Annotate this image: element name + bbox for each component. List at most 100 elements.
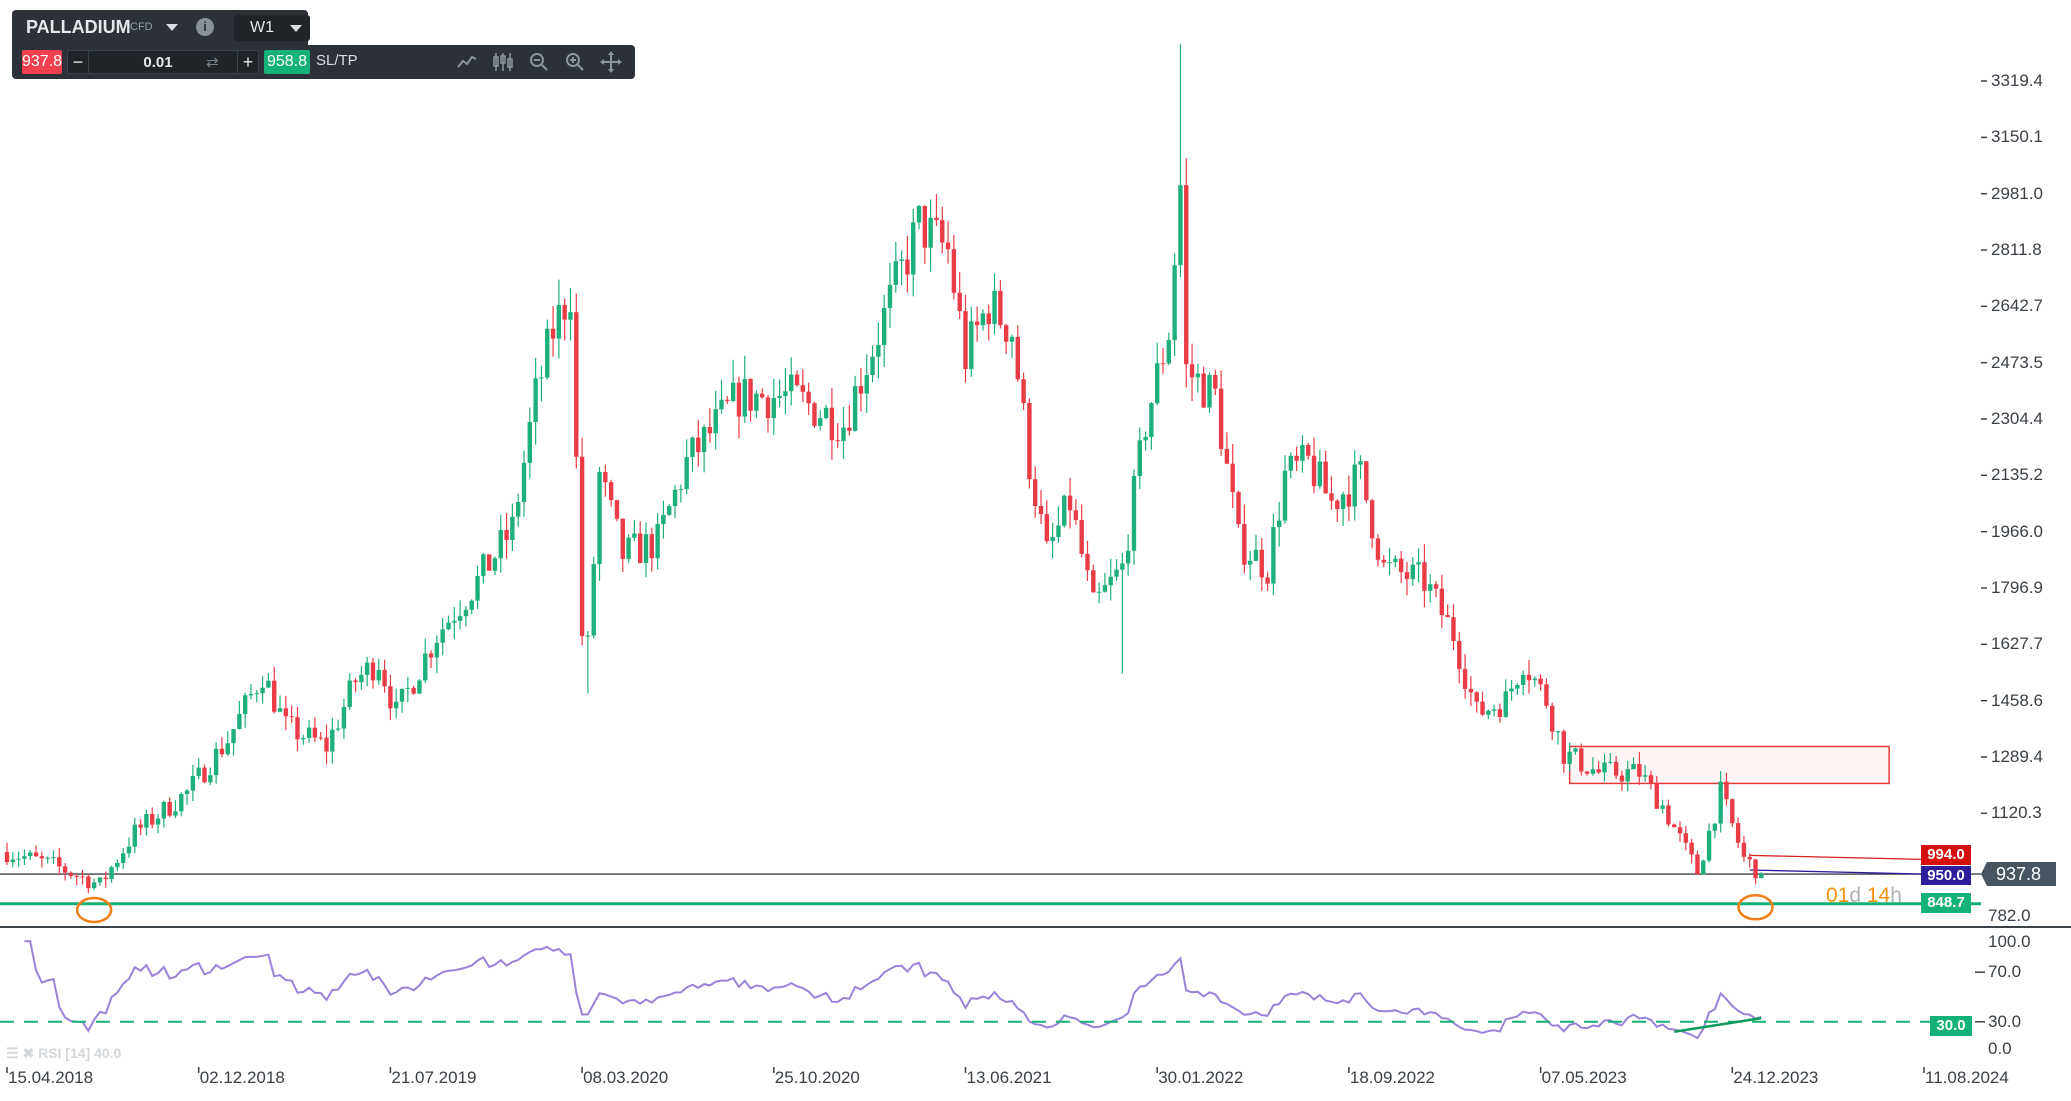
symbol-dropdown-icon[interactable] xyxy=(166,24,178,31)
quantity-stepper[interactable]: − 0.01 ⇄ + xyxy=(67,50,259,74)
price-axis-label: 1796.9 xyxy=(1991,577,2043,597)
candle-body xyxy=(1718,781,1723,824)
candle-body xyxy=(928,217,933,248)
candle-body xyxy=(1137,440,1142,476)
candle-body xyxy=(1381,559,1386,563)
candles-icon[interactable] xyxy=(492,51,514,73)
candle-body xyxy=(539,377,544,379)
candle-body xyxy=(1608,761,1613,763)
candle-body xyxy=(1654,782,1659,809)
indicator-settings-icon[interactable]: ☰ xyxy=(6,1045,19,1061)
candle-body xyxy=(1422,562,1427,591)
candle-body xyxy=(951,249,957,293)
candle-body xyxy=(1067,495,1073,511)
sell-button[interactable]: 937.8 xyxy=(22,50,62,74)
candle-body xyxy=(74,875,79,877)
candle-body xyxy=(1590,769,1596,774)
candle-body xyxy=(974,321,980,326)
candle-body xyxy=(1108,576,1113,586)
candle-body xyxy=(1358,461,1363,465)
candle-body xyxy=(1509,688,1514,692)
rsi-line xyxy=(24,940,1762,1040)
timeframe-select[interactable]: W1 xyxy=(234,15,310,41)
candle-body xyxy=(1242,524,1247,565)
candle-body xyxy=(759,393,765,398)
candle-body xyxy=(742,378,747,417)
line-chart-icon[interactable] xyxy=(456,51,478,73)
candle-body xyxy=(550,328,556,339)
candle-body xyxy=(1253,549,1259,561)
candle-body xyxy=(1468,688,1474,693)
candle-body xyxy=(28,852,33,857)
candle-body xyxy=(794,374,800,386)
candle-body xyxy=(91,882,97,889)
remove-indicator-icon[interactable]: ✖ xyxy=(22,1045,35,1061)
candle-body xyxy=(1602,762,1607,773)
candle-body xyxy=(1625,769,1630,782)
candle-body xyxy=(1335,500,1340,509)
symbol-type: CFD xyxy=(130,21,153,33)
price-axis-label: 2981.0 xyxy=(1991,183,2043,203)
candle-body xyxy=(1433,584,1439,589)
candle-body xyxy=(945,242,951,250)
candle-body xyxy=(1346,494,1352,507)
candle-body xyxy=(655,524,660,559)
candle-body xyxy=(1056,525,1061,538)
rsi-axis-label: 0.0 xyxy=(1988,1039,2012,1058)
candle-body xyxy=(1160,363,1166,365)
candle-body xyxy=(1544,684,1549,706)
candle-body xyxy=(1073,510,1079,520)
candle-body xyxy=(1236,492,1241,525)
date-axis-label: 08.03.2020 xyxy=(583,1068,669,1087)
candle-body xyxy=(1213,374,1218,389)
candle-body xyxy=(818,418,823,426)
sltp-button[interactable]: SL/TP xyxy=(316,52,358,69)
candle-body xyxy=(1218,388,1224,450)
blue-level-tag: 950.0 xyxy=(1921,866,1971,885)
swap-icon[interactable]: ⇄ xyxy=(206,54,219,71)
candle-body xyxy=(219,748,225,755)
candle-body xyxy=(469,600,474,610)
zoom-out-icon[interactable] xyxy=(528,51,550,73)
price-axis-label: 1627.7 xyxy=(1991,634,2043,654)
candle-body xyxy=(1003,325,1009,342)
timeframe-value: W1 xyxy=(250,19,274,36)
candle-body xyxy=(335,728,341,730)
increase-button[interactable]: + xyxy=(237,51,258,73)
candle-body xyxy=(45,857,50,859)
candle-body xyxy=(155,818,161,825)
symbol-name[interactable]: PALLADIUM xyxy=(26,17,131,37)
candle-body xyxy=(1201,373,1206,408)
candle-body xyxy=(1642,775,1648,777)
candle-body xyxy=(864,375,869,394)
candle-body xyxy=(68,872,74,876)
price-axis-label: 2811.8 xyxy=(1991,240,2042,260)
candle-body xyxy=(324,737,329,752)
candle-body xyxy=(940,220,945,243)
candle-body xyxy=(161,801,167,819)
candle-body xyxy=(475,575,480,601)
candle-body xyxy=(556,304,562,339)
candle-body xyxy=(492,558,498,571)
candle-body xyxy=(10,859,16,863)
candle-body xyxy=(446,622,451,630)
decrease-button[interactable]: − xyxy=(68,51,89,73)
info-icon[interactable]: i xyxy=(196,18,214,36)
quantity-input[interactable]: 0.01 xyxy=(143,54,173,71)
zoom-in-icon[interactable] xyxy=(564,51,586,73)
candle-body xyxy=(283,708,289,717)
candle-body xyxy=(347,680,352,707)
candle-body xyxy=(277,708,283,712)
candle-body xyxy=(382,669,387,687)
buy-button[interactable]: 958.8 xyxy=(264,50,310,74)
candle-body xyxy=(1741,842,1747,857)
move-icon[interactable] xyxy=(600,51,622,73)
candle-body xyxy=(771,398,776,419)
candle-body xyxy=(707,427,713,434)
rsi-legend[interactable]: ☰ ✖ RSI [14] 40.0 xyxy=(6,1045,122,1061)
candle-body xyxy=(719,399,724,410)
candle-body xyxy=(916,206,922,223)
candle-body xyxy=(1759,874,1764,879)
price-axis-label: 2473.5 xyxy=(1991,352,2043,372)
